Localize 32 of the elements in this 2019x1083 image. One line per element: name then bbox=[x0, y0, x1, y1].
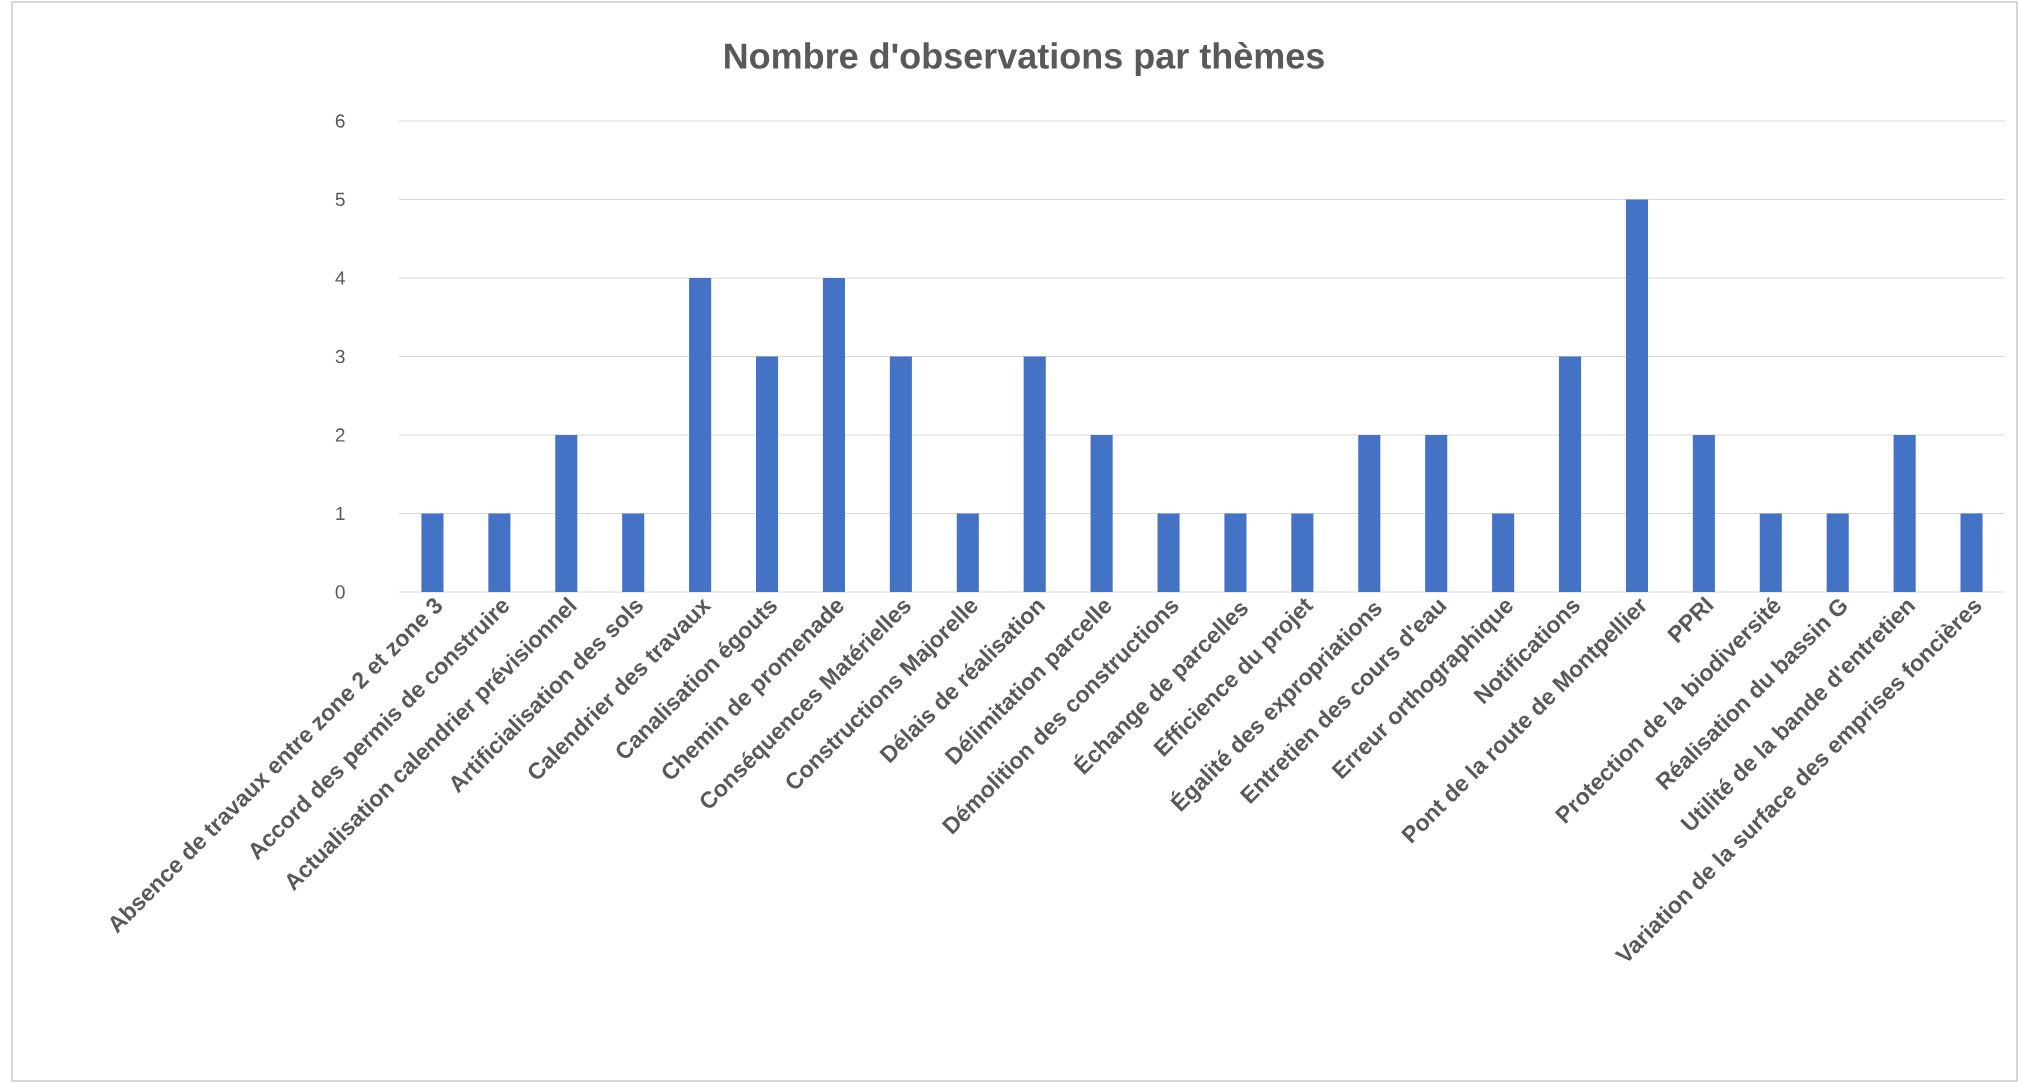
y-tick-label: 5 bbox=[335, 192, 345, 207]
bar bbox=[1492, 513, 1515, 592]
bar bbox=[488, 513, 511, 592]
bar bbox=[1090, 434, 1113, 592]
bar bbox=[1157, 513, 1180, 592]
bar bbox=[1559, 356, 1582, 592]
y-tick-label: 3 bbox=[335, 349, 345, 364]
bar bbox=[1960, 513, 1983, 592]
bar bbox=[1692, 434, 1715, 592]
bar bbox=[1425, 434, 1448, 592]
bar bbox=[689, 277, 712, 592]
bar bbox=[1224, 513, 1247, 592]
bar bbox=[1759, 513, 1782, 592]
bar bbox=[889, 356, 912, 592]
bar bbox=[756, 356, 779, 592]
bar bbox=[1023, 356, 1046, 592]
y-tick-label: 0 bbox=[335, 585, 345, 599]
bar bbox=[1826, 513, 1849, 592]
bar bbox=[1358, 434, 1381, 592]
bar bbox=[1625, 199, 1648, 592]
bar bbox=[1291, 513, 1314, 592]
y-tick-label: 2 bbox=[335, 428, 345, 442]
bar bbox=[555, 434, 578, 592]
bar bbox=[822, 277, 845, 592]
chart-title: Nombre d'observations par thèmes bbox=[725, 42, 1324, 76]
y-tick-label: 1 bbox=[336, 506, 345, 521]
bar bbox=[956, 513, 979, 592]
y-tick-label: 4 bbox=[335, 271, 345, 285]
bar bbox=[1893, 434, 1916, 592]
bar bbox=[421, 513, 444, 592]
bar bbox=[622, 513, 645, 592]
y-tick-label: 6 bbox=[335, 114, 345, 128]
